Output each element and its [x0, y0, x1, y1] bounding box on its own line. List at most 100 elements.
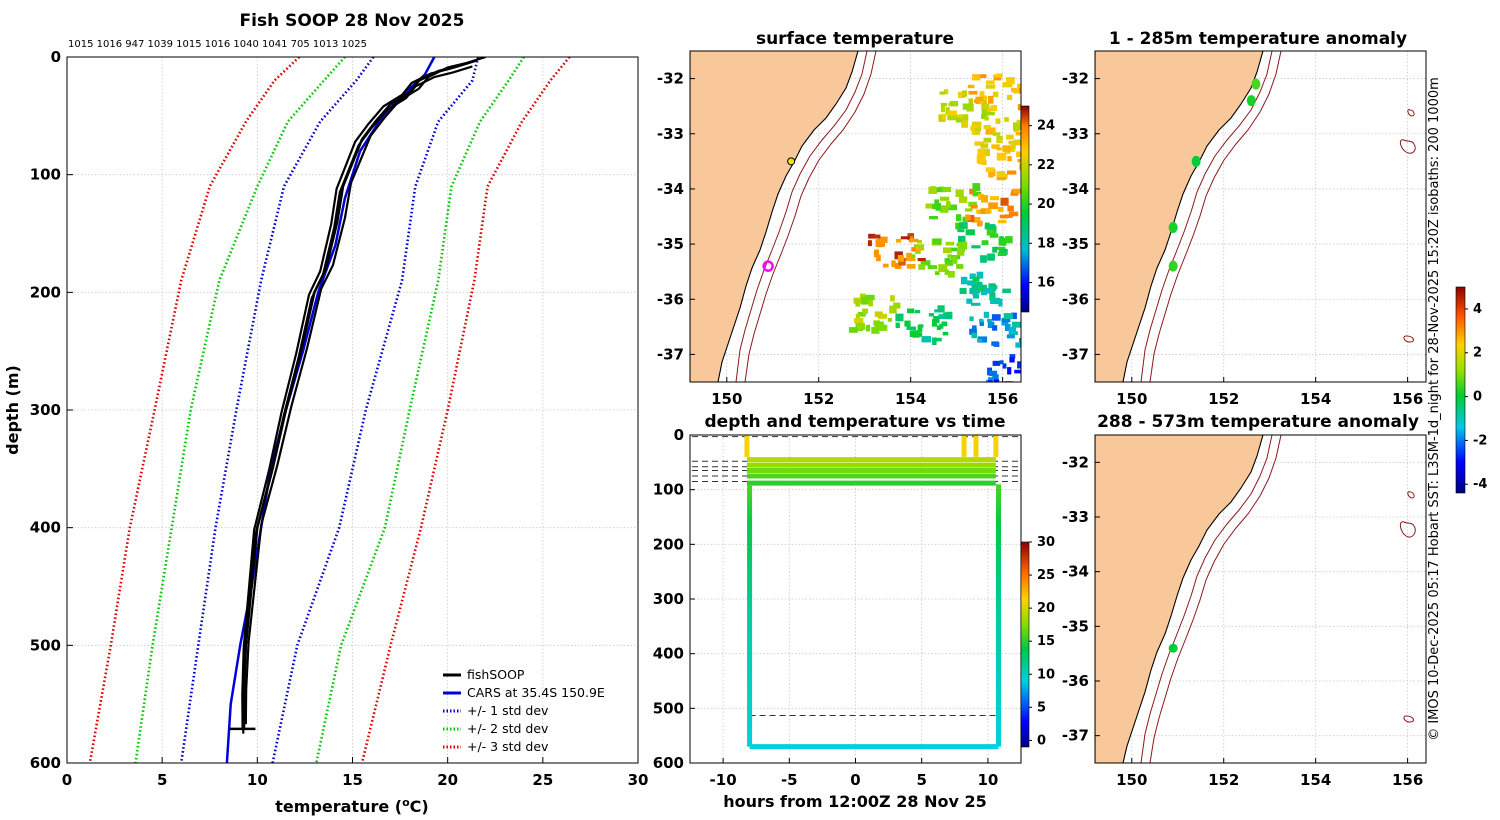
profile-ytick-label: 0 — [51, 48, 61, 66]
profile-ylabel: depth (m) — [3, 365, 22, 455]
sst-pixel — [988, 283, 996, 291]
sst-pixel — [868, 299, 873, 307]
anomaly-lower-seamount-3 — [1403, 715, 1414, 723]
sst-pixel — [907, 257, 916, 262]
anomaly-lower-points — [1168, 643, 1178, 653]
sst-pixel — [968, 215, 975, 223]
sst-pixel — [981, 108, 987, 114]
sst-pixel — [969, 328, 977, 335]
profile-xtick-label: 10 — [247, 771, 268, 789]
colorbar-tick-label: 4 — [1473, 302, 1482, 317]
profile-ytick-label: 400 — [30, 519, 61, 537]
std-dev-line — [179, 57, 375, 763]
sst-pixel — [957, 249, 965, 256]
map-xtick-label: 154 — [895, 390, 926, 408]
colorbar-tick-label: 18 — [1037, 236, 1055, 251]
sst-pixel — [1009, 354, 1016, 359]
anomaly-upper-land — [1095, 51, 1264, 382]
sst-pixel — [909, 238, 919, 243]
sst-pixel — [1004, 214, 1013, 218]
sst-pixel — [887, 318, 892, 322]
time-ytick-label: 600 — [653, 754, 684, 772]
sst-pixel — [984, 225, 994, 230]
sst-pixel — [972, 183, 981, 191]
colorbar-tick-label: 15 — [1037, 634, 1055, 649]
sst-pixel — [967, 280, 977, 286]
map-ytick-label: -37 — [657, 345, 684, 363]
sst-pixel — [898, 258, 906, 266]
sst-pixel — [968, 90, 978, 95]
sst-pixel — [911, 247, 916, 252]
sst-pixel — [985, 167, 995, 172]
sst-pixel — [1007, 205, 1014, 212]
sst-pixel — [977, 209, 985, 214]
sst-pixel — [978, 193, 984, 200]
sst-pixel — [1016, 119, 1021, 124]
anomaly-upper-frame — [1094, 50, 1427, 383]
sst-pixel — [893, 302, 901, 309]
sst-pixel — [987, 321, 995, 328]
sst-pixel — [959, 222, 968, 229]
sst-pixel — [1014, 369, 1021, 374]
sst-pixel — [990, 105, 997, 111]
sst-pixel — [937, 305, 945, 312]
sst-pixel — [1037, 378, 1043, 384]
anomaly-upper-coast — [1095, 51, 1416, 382]
sst-pixel — [976, 271, 984, 279]
map-xtick-label: 150 — [1116, 390, 1147, 408]
sst-pixel — [975, 96, 984, 104]
sst-pixel — [955, 222, 961, 230]
sst-pixel — [1011, 87, 1017, 93]
sst-pixel — [998, 220, 1007, 224]
time-xlabel: hours from 12:00Z 28 Nov 25 — [723, 792, 986, 811]
sst-pixel — [932, 204, 938, 210]
profile-ytick-label: 600 — [30, 754, 61, 772]
sst-pixel — [991, 314, 1001, 321]
sst-pixel — [945, 241, 955, 246]
sst-pixel — [993, 342, 1000, 347]
sst-pixel — [921, 336, 932, 343]
time-panel: depth and temperature vs time -10 -5 0 5 100… — [653, 412, 1055, 811]
time-colorbar — [1020, 541, 1030, 748]
profile-grid — [67, 57, 638, 763]
sst-pixel — [956, 214, 962, 222]
sst-pixel — [955, 189, 964, 197]
sst-pixel — [947, 254, 952, 258]
anomaly-upper-ticks: 150 152 154 156 -32 -33 -34 -35 -36 -37 — [1062, 70, 1423, 408]
sst-pixel — [1013, 139, 1021, 145]
sst-pixel — [870, 234, 881, 239]
time-ytick-label: 400 — [653, 645, 684, 663]
time-ytick-label: 300 — [653, 590, 684, 608]
map-xtick-label: 156 — [987, 390, 1018, 408]
sst-pixel — [956, 264, 964, 269]
colorbar-tick-label: 16 — [1037, 276, 1055, 291]
sst-colorbar-ticks: 16 18 20 22 24 — [1029, 119, 1055, 291]
sst-pixel — [978, 283, 983, 288]
sst-pixel — [974, 141, 985, 146]
sst-pixel — [959, 287, 967, 294]
sst-pixel — [982, 99, 987, 105]
map-ytick-label: -36 — [1062, 672, 1089, 690]
sst-pixel — [976, 338, 982, 342]
sst-pixel — [960, 276, 968, 285]
sst-pixel — [986, 111, 995, 116]
map-ytick-label: -33 — [657, 125, 684, 143]
sst-pixel — [979, 318, 984, 323]
sst-pixel — [917, 258, 926, 262]
sst-pixel — [1011, 312, 1017, 320]
sst-pixel — [981, 113, 988, 119]
sst-pixel — [988, 202, 998, 210]
sst-pixel — [981, 148, 990, 157]
map-ytick-label: -34 — [1062, 563, 1089, 581]
anomaly-lower-panel: 288 - 573m temperature anomaly 150 152 154… — [1062, 286, 1487, 789]
sst-pixel — [938, 264, 948, 272]
anomaly-colorbar — [1455, 286, 1466, 494]
sst-pixel — [961, 120, 968, 128]
sst-pixel — [1006, 134, 1014, 140]
sst-pixel — [942, 331, 949, 336]
sst-pixel — [1000, 197, 1008, 206]
sst-pixel — [995, 246, 1006, 251]
profile-xtick-label: 30 — [628, 771, 649, 789]
colorbar-tick-label: 5 — [1037, 700, 1046, 715]
map-ytick-label: -36 — [657, 290, 684, 308]
